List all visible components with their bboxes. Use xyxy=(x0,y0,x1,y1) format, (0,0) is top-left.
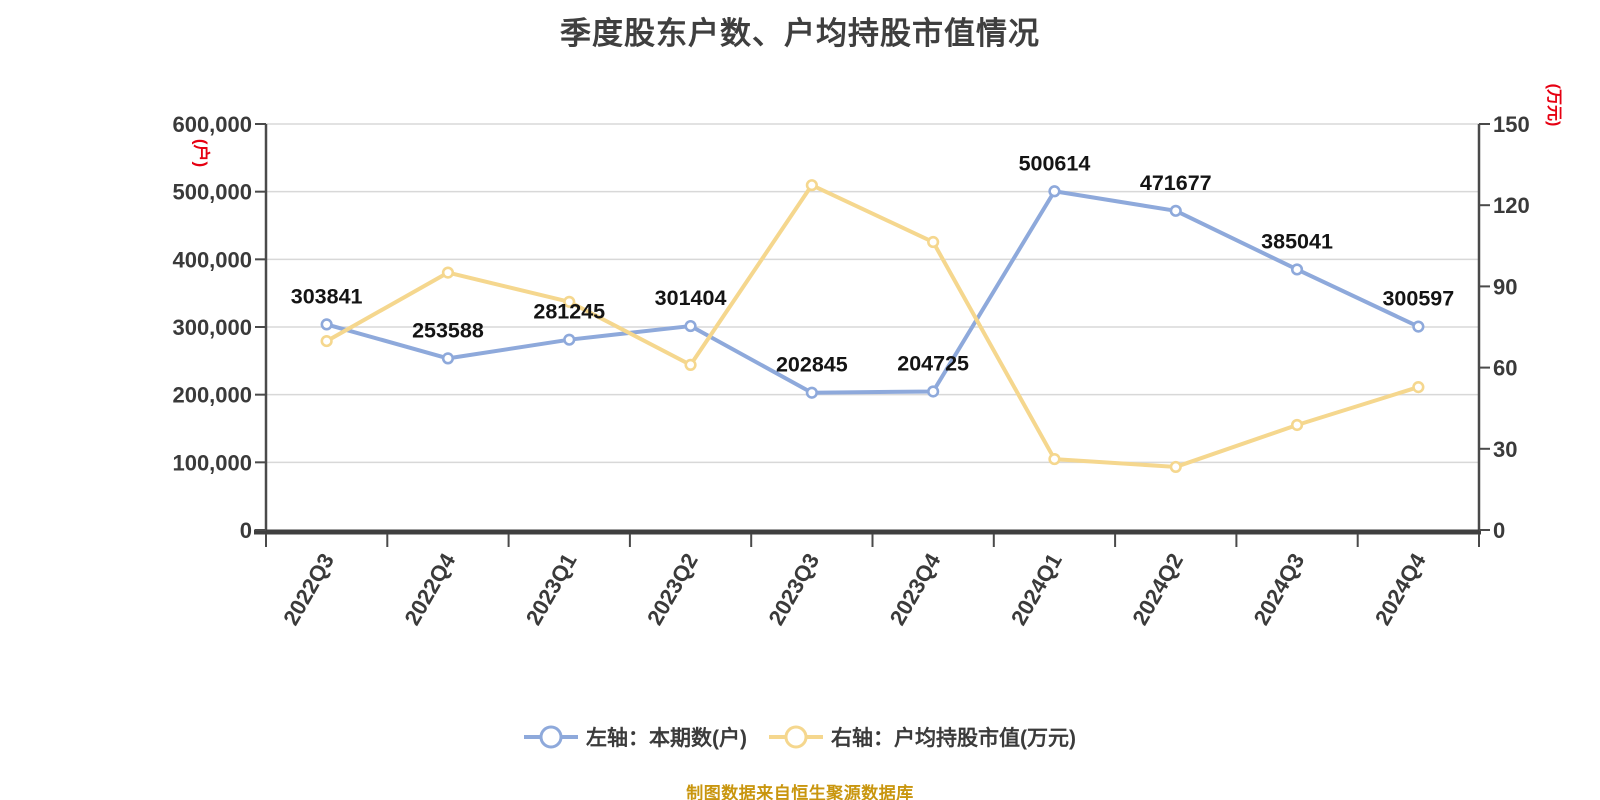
legend-label-shareholder-count: 左轴：本期数(户) xyxy=(586,727,747,750)
data-point-marker[interactable] xyxy=(1290,418,1304,432)
legend-item-shareholder-count[interactable]: 左轴：本期数(户) xyxy=(524,723,747,751)
x-axis-category-label: 2022Q3 xyxy=(278,549,339,629)
data-point-marker[interactable] xyxy=(927,235,940,249)
x-axis-category-label: 2024Q3 xyxy=(1249,549,1310,629)
data-point-label: 253588 xyxy=(412,318,484,342)
data-point-label: 281245 xyxy=(533,300,605,324)
data-point-marker[interactable] xyxy=(1412,320,1425,333)
data-point-marker[interactable] xyxy=(1290,263,1304,276)
legend-item-avg-holding-value[interactable]: 右轴：户均持股市值(万元) xyxy=(769,723,1076,751)
data-point-marker[interactable] xyxy=(805,386,818,399)
data-point-marker[interactable] xyxy=(563,333,576,346)
data-point-label: 300597 xyxy=(1382,287,1454,311)
right-axis-tick-label: 0 xyxy=(1493,518,1505,543)
right-axis-tick-label: 60 xyxy=(1493,356,1517,381)
left-axis-tick-label: 0 xyxy=(240,518,252,543)
data-point-marker[interactable] xyxy=(684,358,697,371)
x-axis-category-label: 2023Q4 xyxy=(885,548,946,629)
data-point-marker[interactable] xyxy=(1048,185,1061,198)
data-point-marker[interactable] xyxy=(441,352,455,365)
data-point-label: 385041 xyxy=(1261,229,1333,253)
data-point-marker[interactable] xyxy=(441,266,455,279)
data-point-label: 303841 xyxy=(291,284,363,308)
left-axis-tick-label: 200,000 xyxy=(172,383,252,408)
data-point-label: 301404 xyxy=(655,286,727,310)
left-axis-tick-label: 600,000 xyxy=(172,112,252,137)
data-point-marker[interactable] xyxy=(684,319,697,333)
data-point-marker[interactable] xyxy=(320,318,333,331)
data-point-marker[interactable] xyxy=(563,295,576,308)
data-point-label: 500614 xyxy=(1019,151,1091,175)
legend-circle xyxy=(539,725,563,749)
left-axis-tick-label: 300,000 xyxy=(172,315,252,340)
data-point-marker[interactable] xyxy=(1169,460,1182,474)
right-axis-tick-label: 150 xyxy=(1493,112,1530,137)
data-point-marker[interactable] xyxy=(927,385,940,398)
data-source-note: 制图数据来自恒生聚源数据库 xyxy=(686,784,914,800)
legend-line-marker-icon xyxy=(524,724,578,750)
x-axis-category-label: 2023Q1 xyxy=(521,549,582,629)
x-axis-category-label: 2024Q4 xyxy=(1370,548,1431,629)
right-axis-tick-label: 120 xyxy=(1493,193,1530,218)
x-axis-category-label: 2022Q4 xyxy=(399,548,460,629)
data-point-label: 202845 xyxy=(776,353,848,377)
right-axis-tick-label: 30 xyxy=(1493,437,1517,462)
data-point-marker[interactable] xyxy=(1412,380,1425,394)
x-axis-category-label: 2023Q2 xyxy=(642,549,703,629)
data-point-marker[interactable] xyxy=(805,179,818,192)
chart-plot-area[interactable]: 0 100,000 200,000 300,000 400,000 500,000 600,… xyxy=(0,0,1600,680)
x-axis-category-label: 2023Q3 xyxy=(763,549,824,629)
legend-label-avg-holding-value: 右轴：户均持股市值(万元) xyxy=(831,727,1076,750)
series-line-avg-holding-value xyxy=(324,183,1421,469)
data-point-label: 204725 xyxy=(897,351,969,375)
chart-title: 季度股东户数、户均持股市值情况 xyxy=(560,16,1040,51)
legend-circle xyxy=(784,725,808,749)
left-axis-tick-label: 500,000 xyxy=(172,180,252,205)
legend: 左轴：本期数(户) 右轴：户均持股市值(万元) xyxy=(0,723,1600,751)
left-axis-tick-label: 100,000 xyxy=(172,450,252,475)
data-point-label: 471677 xyxy=(1140,171,1212,195)
right-axis-tick-label: 90 xyxy=(1493,274,1517,299)
legend-line-marker-icon xyxy=(769,724,823,750)
right-axis-unit-label: (万元) xyxy=(1545,83,1562,127)
series-line-shareholder-count xyxy=(324,189,1421,395)
data-point-marker[interactable] xyxy=(1048,452,1061,466)
x-axis-category-label: 2024Q2 xyxy=(1127,549,1188,629)
data-point-marker[interactable] xyxy=(320,334,333,348)
left-axis-unit-label: (户) xyxy=(191,138,211,168)
left-axis-tick-label: 400,000 xyxy=(172,247,252,272)
x-axis-category-label: 2024Q1 xyxy=(1006,549,1067,629)
data-point-marker[interactable] xyxy=(1169,204,1182,217)
